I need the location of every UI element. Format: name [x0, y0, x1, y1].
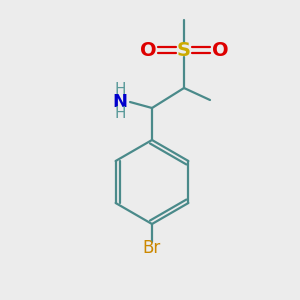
Text: H: H	[114, 82, 126, 98]
Text: S: S	[177, 40, 191, 59]
Text: Br: Br	[143, 239, 161, 257]
Text: H: H	[114, 106, 126, 122]
Text: N: N	[112, 93, 128, 111]
Text: O: O	[212, 40, 228, 59]
Text: O: O	[140, 40, 156, 59]
